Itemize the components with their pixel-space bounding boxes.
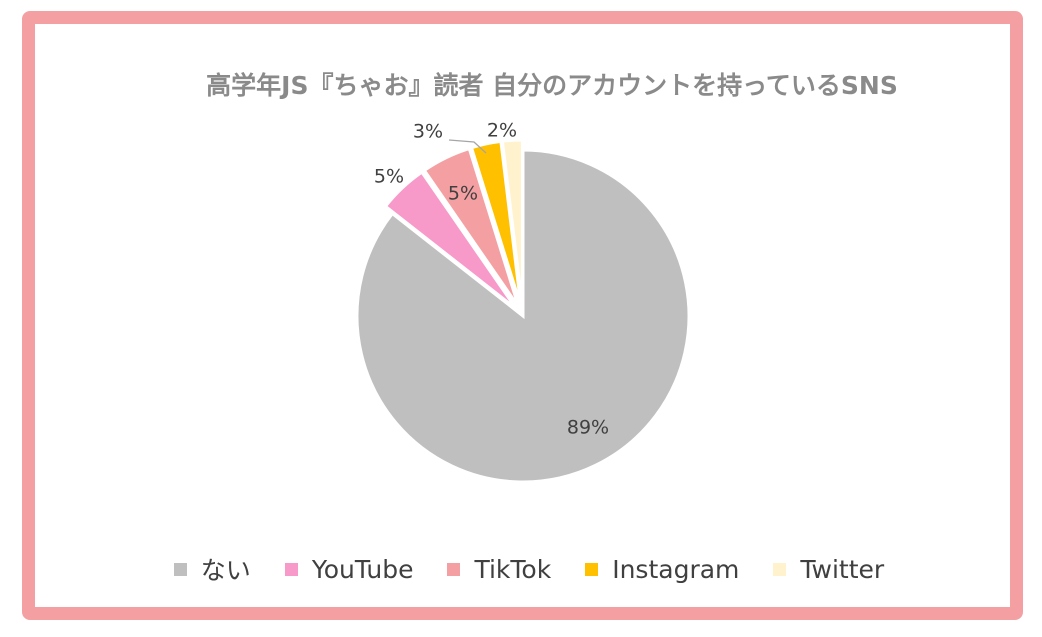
pie-slice-4 xyxy=(469,139,523,307)
pie-slice-2 xyxy=(383,170,518,310)
data-label-4: 3% xyxy=(413,121,443,143)
pie-slice-1 xyxy=(355,148,691,484)
leader-line-instagram xyxy=(448,139,487,154)
legend-label-5: Twitter xyxy=(800,554,885,584)
data-label-1: 89% xyxy=(567,417,609,439)
data-label-5: 2% xyxy=(487,120,517,142)
data-label-3: 5% xyxy=(448,183,478,205)
pie-slice-5 xyxy=(500,138,524,307)
legend-item-3: TikTok xyxy=(447,555,551,584)
legend-swatch-5 xyxy=(773,562,787,576)
legend-label-4: Instagram xyxy=(612,554,740,584)
legend-swatch-1 xyxy=(173,562,187,576)
legend-item-2: YouTube xyxy=(284,554,414,584)
legend-label-2: YouTube xyxy=(311,554,414,584)
legend-item-1: ない xyxy=(173,551,251,587)
chart-title: 高学年JS『ちゃお』読者 自分のアカウントを持っているSNS xyxy=(206,71,898,100)
legend-label-3: TikTok xyxy=(474,554,552,584)
data-label-2: 5% xyxy=(374,166,404,188)
pie-slice-3 xyxy=(422,146,521,308)
chart-legend: ない YouTube TikTok Instagram Twitter xyxy=(0,552,1042,586)
legend-label-1: ない xyxy=(200,556,251,585)
legend-swatch-2 xyxy=(284,562,298,576)
legend-swatch-3 xyxy=(447,562,461,576)
legend-item-4: Instagram xyxy=(585,555,739,584)
legend-item-5: Twitter xyxy=(773,555,884,584)
legend-swatch-4 xyxy=(585,562,599,576)
